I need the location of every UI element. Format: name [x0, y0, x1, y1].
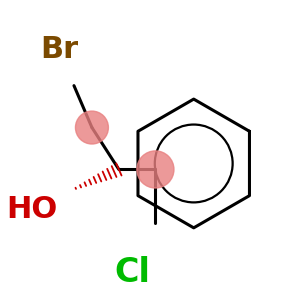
Circle shape: [76, 111, 108, 144]
Circle shape: [137, 151, 174, 188]
Text: Br: Br: [40, 35, 78, 64]
Text: Cl: Cl: [114, 256, 150, 289]
Text: HO: HO: [6, 195, 58, 224]
